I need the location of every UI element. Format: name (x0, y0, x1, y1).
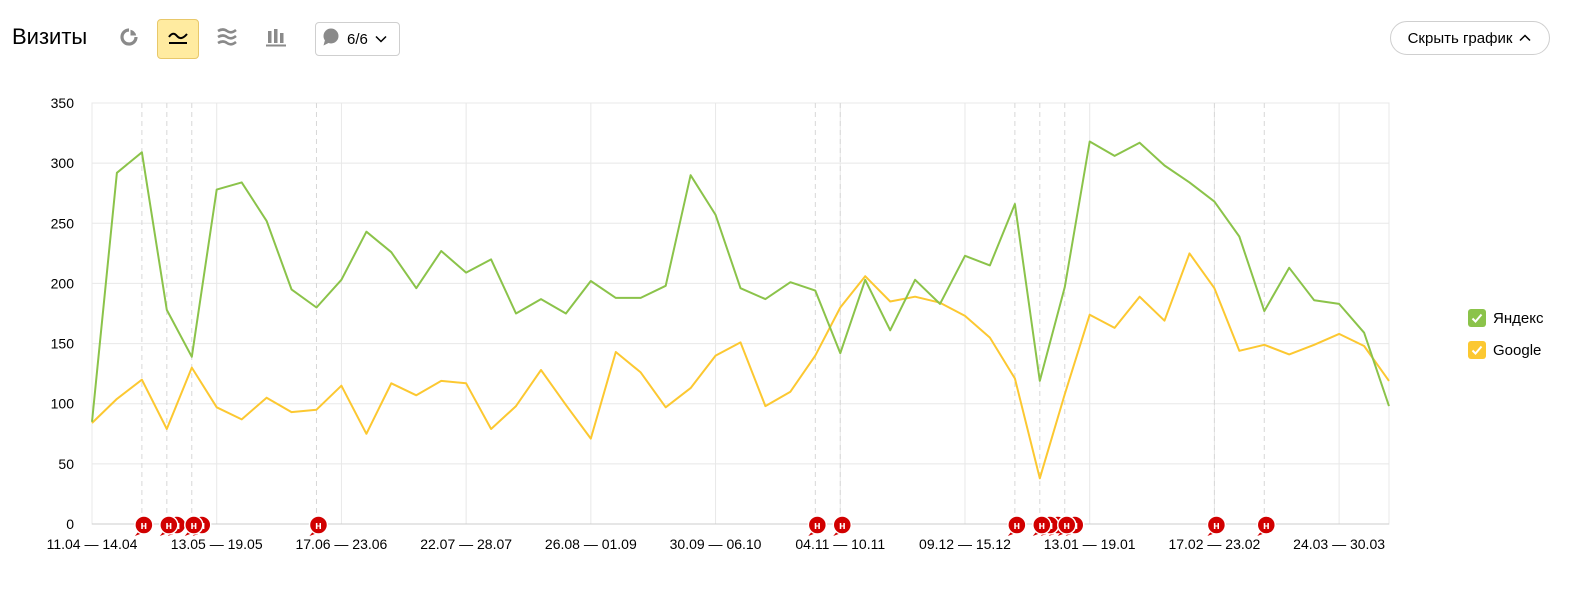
x-tick-label: 13.01 — 19.01 (1044, 536, 1136, 552)
x-tick-label: 04.11 — 10.11 (795, 536, 885, 552)
x-tick-label: 09.12 — 15.12 (919, 536, 1011, 552)
bar-chart-button[interactable] (255, 19, 297, 59)
chart-title: Визиты (12, 24, 88, 49)
area-chart-button[interactable] (206, 19, 248, 59)
annotation-marker[interactable]: н (1256, 515, 1277, 536)
annotation-label: н (165, 520, 172, 532)
x-tick-label: 17.02 — 23.02 (1168, 536, 1260, 552)
chevron-down-icon (374, 31, 388, 48)
annotation-label: н (814, 520, 821, 532)
annotation-marker[interactable]: н (1032, 515, 1052, 536)
annotation-label: н (1063, 520, 1070, 532)
x-tick-label: 24.03 — 30.03 (1293, 536, 1385, 552)
annotation-dot (308, 515, 329, 535)
annotation-label: н (1213, 520, 1220, 532)
annotation-dot (159, 515, 179, 535)
y-tick-label: 350 (51, 95, 75, 111)
y-tick-label: 200 (51, 275, 75, 291)
x-tick-label: 17.06 — 23.06 (295, 536, 387, 552)
annotation-label: н (1263, 520, 1270, 532)
chart-toolbar: Визиты (0, 0, 1580, 78)
bar-chart-icon (265, 26, 287, 53)
line-chart-button[interactable] (157, 19, 199, 59)
x-tick-label: 11.04 — 14.04 (47, 536, 138, 552)
y-tick-label: 50 (58, 456, 74, 472)
legend-label-yandex: Яндекс (1493, 309, 1544, 327)
series-line-google (91, 252, 1390, 480)
y-tick-label: 250 (51, 215, 75, 231)
annotation-marker[interactable]: н (832, 515, 853, 536)
annotation-label: н (839, 520, 846, 532)
annotation-dot (807, 515, 828, 535)
annotation-marker[interactable]: н (134, 515, 154, 536)
annotation-dot (134, 515, 154, 535)
annotation-marker[interactable]: н (184, 515, 204, 536)
annotation-marker[interactable]: н (1057, 515, 1077, 536)
annotation-marker[interactable]: н (1206, 515, 1227, 536)
annotation-label: н (190, 520, 197, 532)
annotation-label: н (141, 520, 148, 532)
annotation-dot (184, 515, 204, 535)
annotation-dot (1256, 515, 1277, 535)
comment-icon (321, 27, 341, 51)
annotation-marker[interactable]: н (1007, 515, 1027, 536)
y-tick-label: 100 (51, 396, 75, 412)
pie-chart-button[interactable] (108, 19, 150, 59)
y-tick-label: 150 (51, 336, 75, 352)
hide-chart-label: Скрыть график (1407, 29, 1513, 47)
y-tick-label: 300 (51, 155, 75, 171)
pie-chart-icon (118, 26, 140, 53)
x-tick-label: 30.09 — 06.10 (670, 536, 762, 552)
x-tick-label: 13.05 — 19.05 (171, 536, 263, 552)
line-chart-icon (167, 26, 189, 53)
hide-chart-button[interactable]: Скрыть график (1390, 21, 1550, 55)
annotation-label: н (315, 520, 322, 532)
notes-count: 6/6 (347, 30, 368, 48)
series-line-yandex (91, 140, 1390, 422)
annotation-marker[interactable]: н (807, 515, 828, 536)
annotation-label: н (1014, 520, 1021, 532)
chart-legend: Яндекс Google (1468, 302, 1543, 366)
notes-filter-button[interactable]: 6/6 (315, 22, 400, 56)
legend-item-yandex[interactable]: Яндекс (1468, 302, 1543, 334)
annotation-dot (832, 515, 853, 535)
legend-label-google: Google (1493, 341, 1542, 359)
checkbox-checked-icon[interactable] (1468, 309, 1486, 327)
annotation-label: н (1038, 520, 1045, 532)
annotation-dot (1007, 515, 1027, 535)
annotation-dot (1206, 515, 1227, 535)
legend-item-google[interactable]: Google (1468, 334, 1543, 366)
plot-frame (91, 102, 1390, 525)
checkbox-checked-icon[interactable] (1468, 341, 1486, 359)
area-chart-icon (216, 26, 238, 53)
x-tick-label: 22.07 — 28.07 (420, 536, 512, 552)
annotation-dot (1032, 515, 1052, 535)
chevron-up-icon (1518, 30, 1532, 47)
y-tick-label: 0 (66, 516, 74, 532)
annotation-marker[interactable]: н (308, 515, 329, 536)
annotation-marker[interactable]: н (159, 515, 179, 536)
x-tick-label: 26.08 — 01.09 (545, 536, 637, 552)
annotation-dot (1057, 515, 1077, 535)
